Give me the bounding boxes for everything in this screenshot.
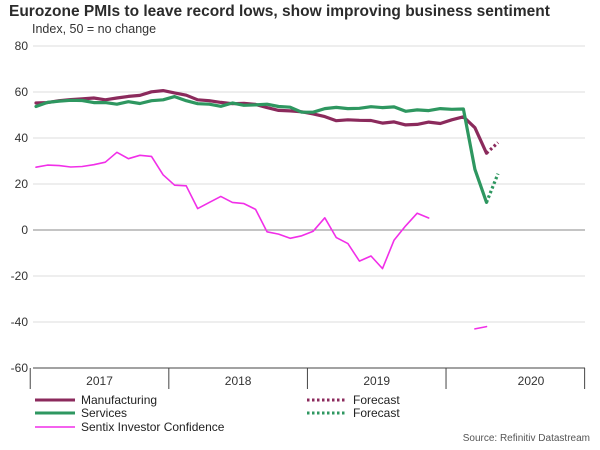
chart-subtitle: Index, 50 = no change bbox=[32, 22, 157, 36]
y-tick-label: -60 bbox=[11, 361, 29, 375]
x-tick-label: 2020 bbox=[518, 374, 545, 388]
legend-label: Forecast bbox=[353, 393, 400, 407]
y-tick-label: 60 bbox=[15, 85, 29, 99]
y-axis: 80 60 40 20 0 -20 -40 -60 bbox=[11, 39, 29, 375]
legend-label: Manufacturing bbox=[81, 393, 157, 407]
y-tick-label: 40 bbox=[15, 131, 29, 145]
x-axis: 2017 2018 2019 2020 bbox=[29, 367, 586, 389]
y-tick-label: 0 bbox=[21, 223, 28, 237]
data-series bbox=[34, 88, 500, 330]
services-forecast-series-line bbox=[485, 173, 500, 203]
x-tick-label: 2018 bbox=[225, 374, 252, 388]
y-tick-label: 20 bbox=[15, 177, 29, 191]
legend: Manufacturing Forecast Services Forecast Sen… bbox=[35, 393, 400, 434]
legend-label: Sentix Investor Confidence bbox=[81, 420, 225, 434]
y-tick-label: 80 bbox=[15, 39, 29, 53]
gridlines bbox=[33, 45, 585, 369]
services-series-line bbox=[34, 94, 489, 204]
manufacturing-forecast-series-line bbox=[485, 141, 500, 155]
legend-label: Services bbox=[81, 406, 127, 420]
source-note: Source: Refinitiv Datastream bbox=[462, 433, 590, 444]
x-tick-label: 2017 bbox=[86, 374, 113, 388]
y-tick-label: -20 bbox=[11, 269, 29, 283]
y-tick-label: -40 bbox=[11, 315, 29, 329]
x-tick-label: 2019 bbox=[363, 374, 390, 388]
chart-title: Eurozone PMIs to leave record lows, show… bbox=[9, 3, 550, 20]
sentix-series-line bbox=[474, 325, 488, 330]
sentix-series-line bbox=[35, 151, 430, 270]
legend-label: Forecast bbox=[353, 406, 400, 420]
manufacturing-series-line bbox=[34, 88, 489, 155]
